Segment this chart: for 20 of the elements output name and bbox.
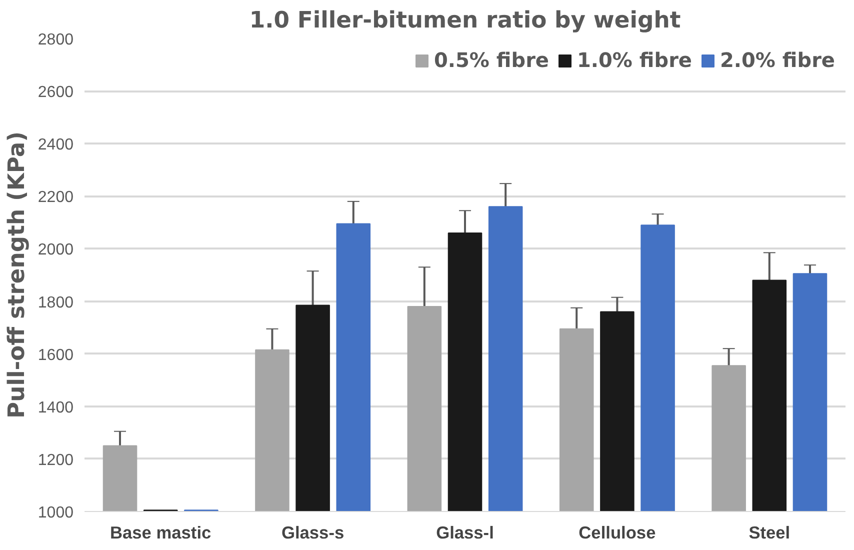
legend-label: 2.0% fibre	[720, 48, 835, 72]
y-tick-label: 1400	[38, 399, 74, 416]
legend-label: 0.5% fibre	[434, 48, 549, 72]
y-tick-label: 2400	[38, 136, 74, 154]
x-tick-label: Base mastic	[110, 522, 212, 542]
y-tick-label: 2600	[38, 84, 74, 102]
y-tick-label: 1000	[38, 504, 74, 522]
chart-title: 1.0 Filler-bitumen ratio by weight	[249, 8, 681, 34]
y-tick-label: 2800	[38, 32, 74, 48]
y-tick-label: 1600	[38, 346, 74, 364]
y-tick-label: 1800	[38, 294, 74, 312]
y-tick-label: 1200	[38, 452, 74, 469]
x-tick-label: Cellulose	[578, 522, 656, 542]
x-tick-label: Glass-l	[436, 522, 494, 542]
y-axis-title: Pull-off strength (KPa)	[4, 131, 30, 419]
x-tick-label: Glass-s	[281, 522, 344, 542]
x-tick-label: Steel	[748, 522, 790, 542]
y-tick-label: 2000	[38, 242, 74, 259]
legend-label: 1.0% fibre	[577, 48, 692, 72]
y-tick-label: 2200	[38, 189, 74, 206]
